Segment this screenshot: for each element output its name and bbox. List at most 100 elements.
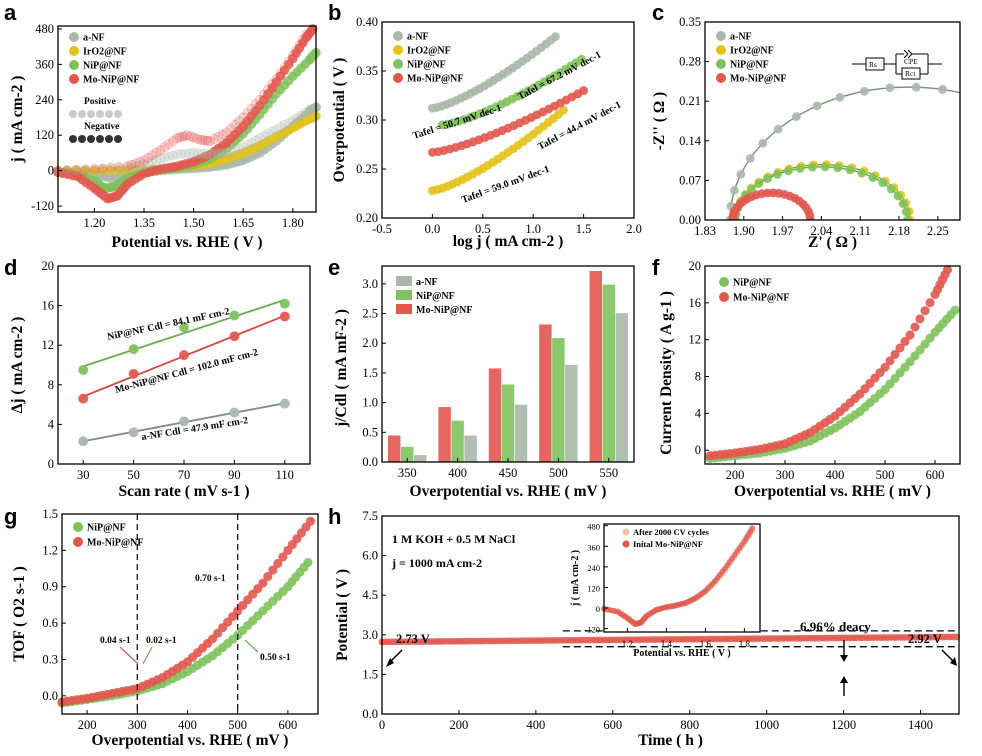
cv-point [179,131,190,141]
legend-marker [69,46,79,56]
cv-point [209,149,220,159]
legend-marker [78,110,86,118]
nyquist-point [857,168,867,178]
annotation-arrow [119,646,139,665]
nyquist-point [902,215,912,220]
tof-annotation: 0.50 s-1 [260,653,291,663]
nyquist-point [791,112,801,121]
current-point [925,333,935,343]
bar [551,337,566,463]
cv-point [192,148,203,159]
tafel-point [550,32,560,42]
nyquist-point [820,162,830,172]
current-point [915,345,925,355]
legend-label: NiP@NF [87,523,126,534]
x-tick-label: 1.5 [576,222,592,236]
y-tick-label: 16 [689,296,702,310]
y-tick-label: 0.40 [356,15,378,29]
inset-frame [603,523,761,633]
tof-annotation: 0.70 s-1 [195,574,226,584]
cv-point [130,161,141,172]
circuit-cpe [903,49,909,59]
inset-legend-label: After 2000 CV cycles [633,527,710,537]
legend-marker [69,135,77,143]
nyquist-point [886,184,896,194]
y-tick-label: 1.5 [362,667,378,681]
inset-background [604,524,760,632]
circuit-label: Rs [869,60,877,69]
y-tick-label: 0 [596,604,600,614]
panel-letter: f [652,255,660,280]
current-point [890,349,900,360]
current-point [942,264,953,275]
annotation: Negative [84,122,119,132]
nyquist-group [725,82,960,220]
y-tick-label: 0.14 [679,134,702,148]
legend-label: Mo-NiP@NF [733,293,790,304]
x-axis-label: log j ( mA cm-2 ) [453,233,564,250]
x-tick-label: 0.5 [475,222,491,236]
x-tick-label: 0.0 [425,222,441,236]
x-tick-label: 1.50 [183,216,205,230]
cv-point [263,84,273,95]
x-tick-label: 200 [78,718,97,732]
y-axis-label: TOF ( O2 s-1 ) [11,566,28,662]
current-point [910,351,920,361]
y-tick-label: 0.20 [356,211,378,225]
cv-point [307,103,318,114]
bar [564,364,579,463]
cv-point [205,149,216,160]
cdl-point [128,368,139,380]
inset-legend-marker [622,528,630,536]
decay-text: 6.96% deacy [800,619,871,634]
legend-marker [393,73,403,83]
cv-point [205,136,216,147]
cv-point [174,132,185,143]
cv-point [307,24,318,34]
y-tick-label: 480 [35,22,54,36]
legend-marker [393,31,403,41]
cv-point [242,139,253,150]
cv-point [114,162,125,172]
bar [538,323,553,463]
y-tick-label: 8 [695,370,701,384]
cv-point [283,117,294,128]
inset-y-label: j ( mA cm-2 ) [570,550,581,607]
nyquist-point [773,124,783,134]
legend-label: NiP@NF [416,291,455,302]
x-tick-label: -0.5 [372,222,392,236]
y-tick-label: -120 [31,199,54,213]
nyquist-point [911,82,921,92]
bar [450,420,465,463]
cv-point [221,148,232,158]
x-tick-label: 300 [776,468,795,482]
cv-point [225,146,236,157]
x-tick-label: 1.4 [661,639,673,649]
current-point [920,306,930,316]
x-axis-label: Potential vs. RHE ( V ) [112,234,263,251]
legend-label: NiP@NF [733,278,772,289]
cv-point [196,148,207,159]
x-tick-label: 1.65 [232,216,254,230]
y-tick-label: 0.00 [679,213,701,227]
legend-label: IrO2@NF [407,46,451,57]
y-tick-label: 8 [48,378,54,392]
nyquist-point [878,178,888,188]
cv-point [147,150,158,161]
x-axis-label: Time ( h ) [638,732,703,749]
cv-point [213,131,224,142]
cv-point [195,134,206,145]
cv-point [71,165,82,175]
cv-point [213,148,224,159]
legend-marker [78,135,86,143]
y-tick-label: 6.0 [362,549,378,563]
inset-point [749,525,756,532]
x-tick-label: 1.35 [133,216,155,230]
nyquist-point [745,154,755,163]
y-tick-label: 0.0 [42,689,58,703]
tof-point [273,558,283,569]
cv-point [62,165,72,176]
legend-marker [716,45,726,55]
cv-point [279,120,290,130]
plot-frame [381,265,635,463]
